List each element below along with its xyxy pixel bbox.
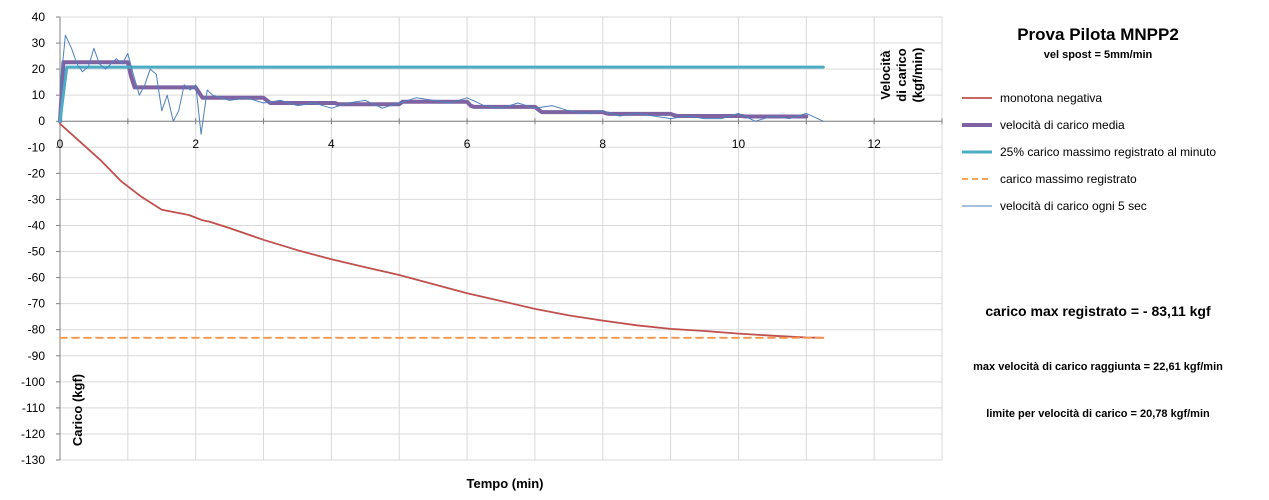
series-line-2 bbox=[58, 65, 825, 123]
series-line-1 bbox=[58, 60, 809, 124]
series-line-0 bbox=[59, 122, 825, 339]
y-tick-label: 40 bbox=[32, 10, 46, 24]
legend-label-0: monotona negativa bbox=[1000, 91, 1102, 105]
y-tick-label: -70 bbox=[28, 297, 46, 311]
axes bbox=[56, 16, 943, 461]
annotation-max-load: carico max registrato = - 83,11 kgf bbox=[985, 303, 1211, 319]
series-lines bbox=[58, 34, 825, 339]
y-tick-label: 30 bbox=[32, 36, 46, 50]
y2-axis-title: Velocità di carico (kgf/min) bbox=[878, 48, 925, 103]
x-tick-label: 10 bbox=[732, 137, 746, 151]
legend-label-3: carico massimo registrato bbox=[1000, 172, 1137, 186]
y-tick-label: -130 bbox=[21, 453, 45, 467]
y-tick-label: -80 bbox=[28, 323, 46, 337]
y-tick-label: 20 bbox=[32, 62, 46, 76]
y-tick-label: -90 bbox=[28, 349, 46, 363]
y-tick-label: -30 bbox=[28, 192, 46, 206]
x-tick-label: 6 bbox=[464, 137, 471, 151]
y-tick-label: 0 bbox=[38, 114, 45, 128]
y-tick-label: -110 bbox=[22, 401, 45, 415]
y-tick-label: -100 bbox=[21, 375, 45, 389]
y-axis-title: Carico (kgf) bbox=[70, 374, 85, 446]
x-tick-label: 8 bbox=[599, 137, 606, 151]
y-tick-label: -50 bbox=[28, 245, 46, 259]
series-line-4 bbox=[59, 34, 824, 135]
x-axis-title: Tempo (min) bbox=[466, 476, 543, 491]
chart-subtitle: vel spost = 5mm/min bbox=[1044, 49, 1153, 61]
legend-label-1: velocità di carico media bbox=[1000, 118, 1125, 132]
y-tick-label: -60 bbox=[28, 271, 46, 285]
gridlines bbox=[59, 16, 943, 461]
y2-axis-title-line1: Velocità bbox=[878, 50, 893, 100]
y-tick-label: -40 bbox=[28, 218, 46, 232]
y-tick-label: -120 bbox=[21, 427, 45, 441]
tick-labels: 403020100-10-20-30-40-50-60-70-80-90-100… bbox=[21, 10, 881, 467]
legend-label-2: 25% carico massimo registrato al minuto bbox=[1000, 145, 1216, 159]
y-tick-label: 10 bbox=[32, 88, 46, 102]
y-tick-label: -10 bbox=[28, 140, 46, 154]
x-tick-label: 0 bbox=[57, 137, 64, 151]
chart-title: Prova Pilota MNPP2 bbox=[1017, 25, 1179, 44]
x-tick-label: 12 bbox=[867, 137, 881, 151]
y2-axis-title-line3: (kgf/min) bbox=[910, 48, 925, 103]
legend-label-4: velocità di carico ogni 5 sec bbox=[1000, 199, 1147, 213]
y2-axis-title-line2: di carico bbox=[894, 48, 909, 102]
annotation-max-rate: max velocità di carico raggiunta = 22,61… bbox=[973, 361, 1223, 373]
legend: monotona negativa velocità di carico medi… bbox=[962, 91, 1216, 213]
annotation-rate-limit: limite per velocità di carico = 20,78 kg… bbox=[986, 408, 1210, 420]
y-tick-label: -20 bbox=[28, 166, 46, 180]
x-tick-label: 2 bbox=[192, 137, 199, 151]
x-tick-label: 4 bbox=[328, 137, 335, 151]
